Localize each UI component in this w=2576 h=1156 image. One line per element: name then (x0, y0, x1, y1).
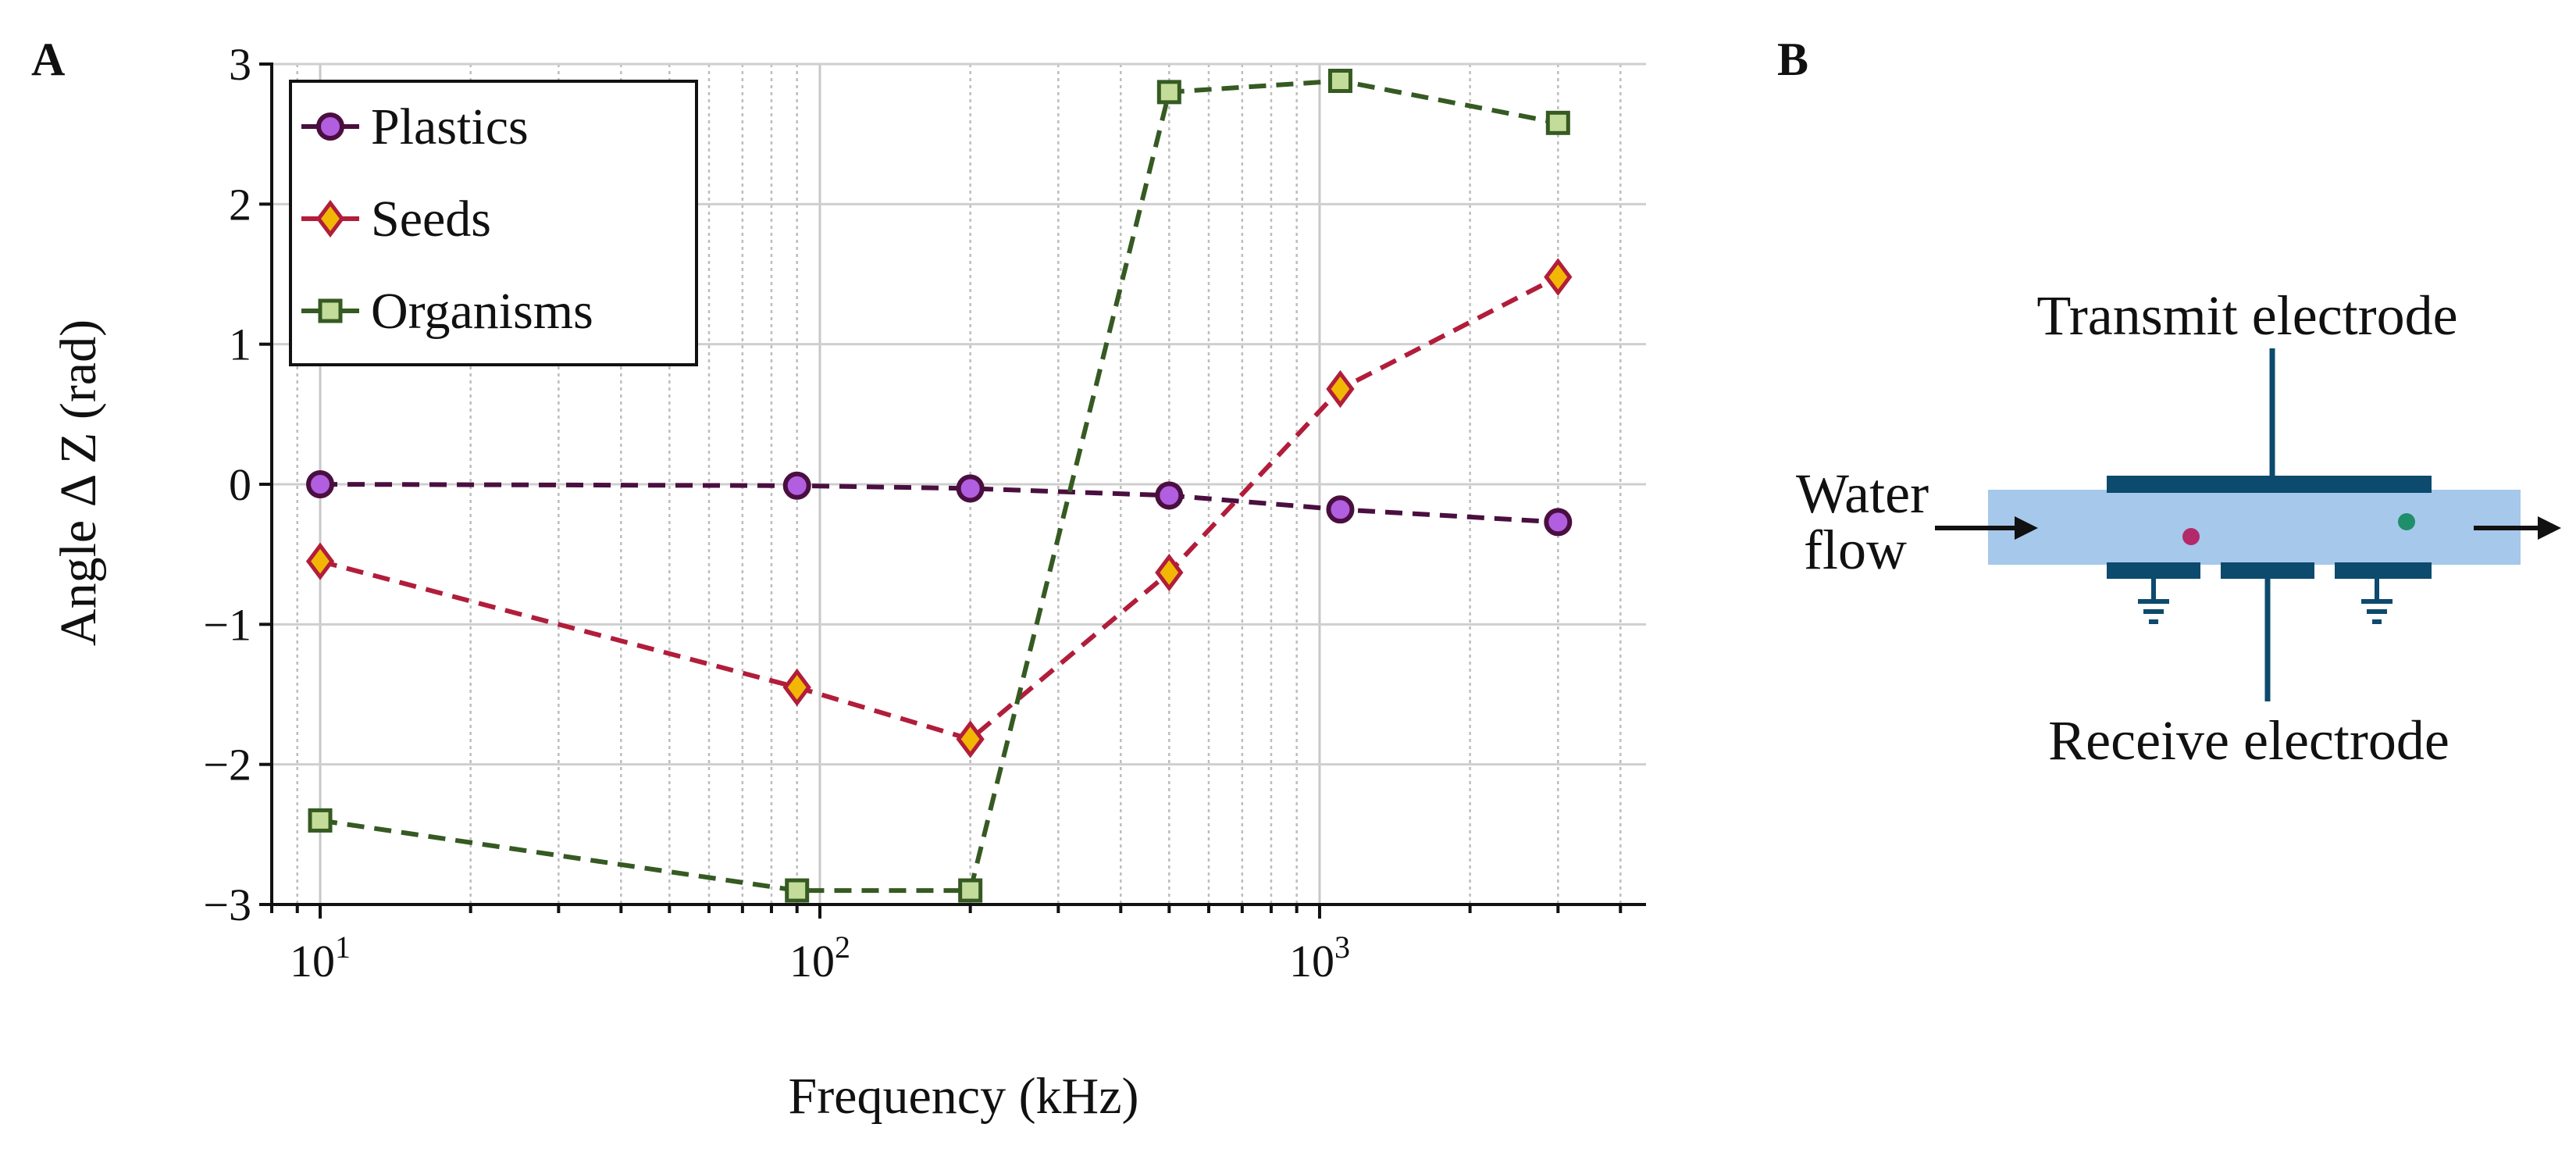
water-flow-label-line2: flow (1804, 519, 1907, 581)
legend-marker-seeds (315, 199, 345, 238)
ground-icon (2138, 579, 2169, 624)
y-tick-label: 1 (229, 319, 251, 370)
plastics-point (1544, 508, 1573, 537)
plastics-point (306, 470, 335, 498)
organisms-point (1545, 110, 1570, 135)
legend-label-plastics: Plastics (371, 98, 529, 155)
plastics-point (782, 471, 811, 500)
outflow-arrow-icon (2474, 516, 2561, 540)
y-tick-label: −3 (203, 879, 251, 930)
panel-b-label: B (1777, 34, 1808, 85)
legend-label-seeds: Seeds (371, 191, 491, 248)
y-tick-label: −2 (203, 740, 251, 790)
organisms-point (785, 878, 810, 903)
seeds-point (1155, 553, 1184, 592)
y-tick-label: 0 (229, 459, 251, 510)
panel-a-label: A (31, 34, 65, 85)
sensor-diagram: Transmit electrode (1796, 284, 2561, 772)
plastics-point (1155, 481, 1184, 510)
receive-ground-electrode-right (2335, 562, 2432, 579)
y-tick-label: 3 (229, 39, 251, 90)
y-axis-title: Angle Δ Z (rad) (50, 319, 107, 646)
transmit-electrode-label: Transmit electrode (2036, 284, 2457, 347)
ground-icon (2361, 579, 2393, 624)
series-markers (305, 69, 1573, 903)
legend-marker-organisms (318, 298, 343, 323)
receive-electrode-label: Receive electrode (2048, 709, 2450, 772)
organisms-point (1327, 69, 1352, 94)
organisms-point (308, 808, 333, 833)
receive-ground-electrode-left (2107, 562, 2200, 579)
y-tick-label: −1 (203, 599, 251, 650)
particle-organism (2398, 513, 2415, 530)
seeds-point (1544, 258, 1573, 296)
seeds-point (782, 668, 811, 707)
x-tick-label: 103 (1289, 929, 1350, 987)
seeds-point (1326, 369, 1355, 409)
x-tick-label: 101 (290, 929, 351, 987)
inflow-arrow-icon (1935, 516, 2038, 540)
series-lines (319, 78, 1559, 894)
receive-electrode (2221, 562, 2314, 579)
organisms-point (958, 878, 983, 903)
organisms-point (1156, 80, 1181, 105)
y-tick-label: 2 (229, 179, 251, 230)
particle-plastic (2182, 528, 2200, 545)
legend-marker-plastics (316, 112, 344, 141)
plastics-point (956, 474, 985, 503)
plastics-series-line (320, 482, 1559, 525)
x-axis-title: Frequency (kHz) (789, 1068, 1139, 1125)
x-tick-label: 102 (789, 929, 850, 987)
legend-label-organisms: Organisms (371, 283, 593, 340)
transmit-electrode (2107, 476, 2432, 493)
organisms-series-line (319, 78, 1559, 894)
seeds-point (956, 720, 985, 758)
plastics-point (1326, 495, 1355, 524)
water-flow-label-line1: Water (1796, 462, 1929, 525)
seeds-series-line (319, 274, 1559, 742)
water-channel (1988, 490, 2521, 565)
seeds-point (305, 542, 335, 580)
legend: Plastics Seeds Organisms (289, 80, 698, 366)
ticks: 3 2 1 0 −1 −2 −3 101 102 103 (203, 39, 1623, 987)
